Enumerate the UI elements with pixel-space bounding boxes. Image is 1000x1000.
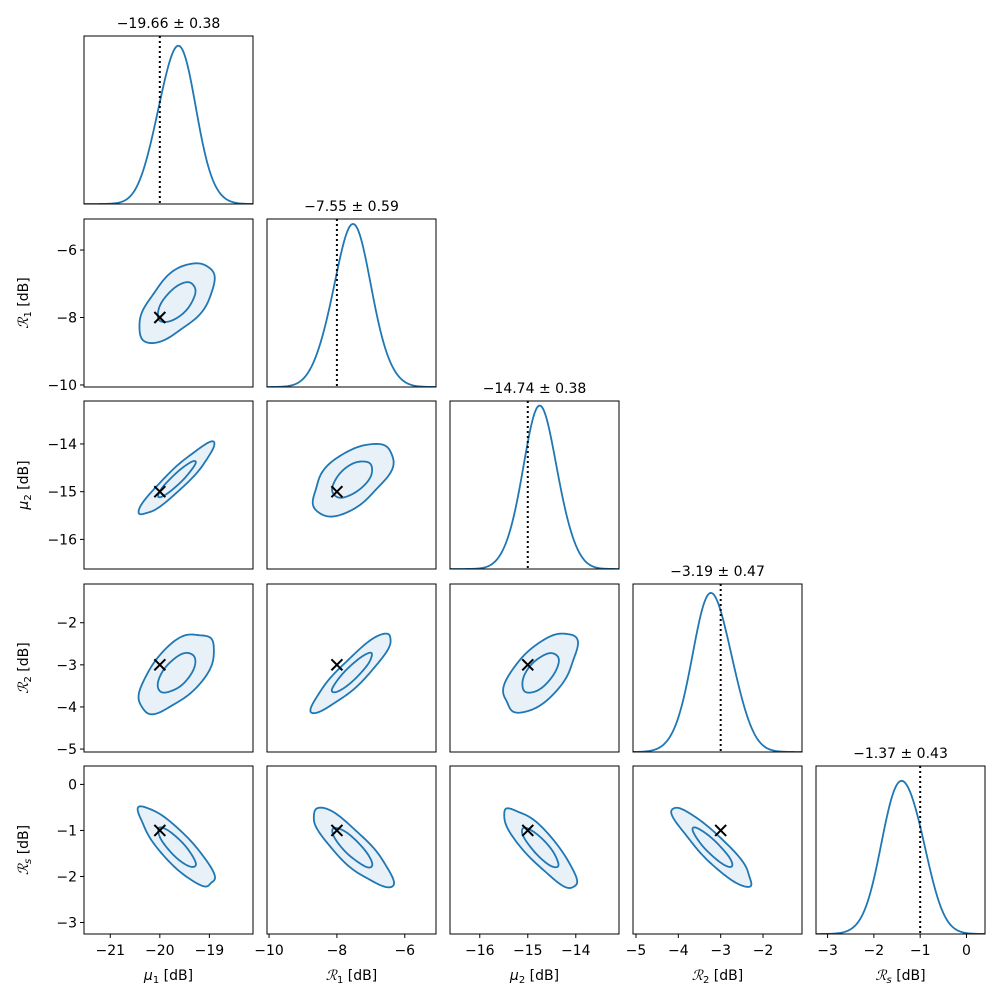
x-tick-label: −20 [145, 943, 175, 959]
x-tick-label: −2 [864, 943, 885, 959]
x-axis-label-mu1: μ1 [dB] [143, 968, 193, 986]
truth-marker [153, 485, 167, 498]
x-axis-label-R2: ℛ2 [dB] [692, 968, 743, 986]
y-tick-label: −3 [56, 658, 77, 674]
panel-frame [83, 35, 254, 205]
truth-marker [521, 824, 534, 837]
kde-curve-mu1 [84, 44, 253, 204]
contour-1sigma [156, 651, 197, 694]
panel-frame [83, 765, 254, 935]
panel-frame [632, 765, 803, 935]
truth-marker [330, 824, 344, 837]
panel-frame [449, 765, 620, 935]
panel-frame [266, 765, 437, 935]
contour-1sigma [331, 827, 374, 869]
x-tick-label: −6 [394, 943, 415, 959]
x-tick-label: −14 [561, 943, 591, 959]
y-tick-label: −2 [56, 616, 77, 632]
x-tick-label: −16 [465, 943, 495, 959]
y-tick-label: −1 [56, 823, 77, 839]
contour-1sigma [521, 826, 560, 869]
x-axis-label-R1: ℛ1 [dB] [326, 968, 377, 986]
contour-1sigma [331, 460, 374, 499]
x-tick-label: −3 [710, 943, 731, 959]
marginal-title-Rs: −1.37 ± 0.43 [853, 746, 948, 762]
panel-Rs-vs-R1: −10 −8 −6 ℛ1 [dB] [254, 765, 437, 986]
x-tick-label: −5 [626, 943, 647, 959]
y-axis-label-Rs: ℛs [dB] [16, 825, 34, 875]
y-tick-label: −2 [56, 869, 77, 885]
contour-1sigma [521, 652, 560, 694]
truth-marker [153, 658, 167, 672]
panel-R1-vs-R1: −7.55 ± 0.59 [266, 199, 437, 388]
panel-Rs-vs-R2: −5 −4 −3 −2 ℛ2 [dB] [626, 765, 803, 986]
truth-marker [330, 658, 344, 672]
y-tick-label: −14 [47, 437, 77, 453]
kde-curve-R1 [267, 223, 436, 387]
y-axis-label-mu2: μ2 [dB] [16, 460, 34, 510]
panel-frame [266, 400, 437, 570]
panel-R1-vs-mu1: −10 −8 −6 ℛ1 [dB] [16, 218, 254, 394]
y-tick-label: −6 [56, 243, 77, 259]
panel-mu2-vs-mu1: −16 −15 −14 μ2 [dB] [16, 400, 254, 570]
x-tick-label: −8 [327, 943, 348, 959]
y-axis-label-R1: ℛ1 [dB] [16, 277, 34, 328]
y-tick-label: −3 [56, 915, 77, 931]
panel-Rs-vs-Rs: −1.37 ± 0.43 −3 −2 −1 0 ℛs [dB] [815, 746, 986, 986]
x-tick-label: −3 [817, 943, 838, 959]
panel-frame [449, 400, 620, 570]
y-tick-label: 0 [68, 777, 77, 793]
truth-marker [714, 824, 727, 837]
panel-frame [266, 583, 437, 753]
panel-frame [83, 583, 254, 753]
y-tick-label: −16 [47, 532, 77, 548]
panel-frame [83, 400, 254, 570]
panel-R2-vs-mu2 [449, 583, 620, 753]
marginal-title-mu1: −19.66 ± 0.38 [117, 16, 221, 32]
contour-1sigma [691, 826, 734, 868]
panel-frame [449, 583, 620, 753]
panel-mu1-vs-mu1: −19.66 ± 0.38 [83, 16, 254, 205]
y-tick-label: −15 [47, 485, 77, 501]
panel-R2-vs-R1 [266, 583, 437, 753]
panel-mu2-vs-mu2: −14.74 ± 0.38 [449, 381, 620, 570]
y-tick-label: −8 [56, 311, 77, 327]
x-tick-label: −19 [195, 943, 225, 959]
marginal-title-R1: −7.55 ± 0.59 [304, 199, 399, 215]
panel-frame [632, 583, 803, 753]
kde-curve-mu2 [450, 404, 619, 569]
panel-frame [266, 218, 437, 388]
panel-R2-vs-R2: −3.19 ± 0.47 [632, 564, 803, 753]
y-tick-label: −4 [56, 700, 77, 716]
x-tick-label: −4 [668, 943, 689, 959]
panel-R2-vs-mu1: −5 −4 −3 −2 ℛ2 [dB] [16, 583, 254, 758]
truth-marker [330, 485, 344, 498]
panel-mu2-vs-R1 [266, 400, 437, 570]
truth-marker [153, 824, 167, 837]
truth-marker [521, 658, 534, 672]
panel-frame [83, 218, 254, 388]
x-tick-label: −2 [753, 943, 774, 959]
marginal-title-mu2: −14.74 ± 0.38 [483, 381, 587, 397]
x-axis-label-mu2: μ2 [dB] [509, 968, 559, 986]
panel-frame [815, 765, 986, 935]
x-tick-label: 0 [962, 943, 971, 959]
x-tick-label: −15 [513, 943, 543, 959]
contour-1sigma [330, 651, 373, 694]
x-tick-label: −10 [254, 943, 284, 959]
x-axis-label-Rs: ℛs [dB] [875, 968, 925, 986]
y-tick-label: −5 [56, 742, 77, 758]
contour-1sigma [157, 460, 197, 499]
truth-marker [153, 311, 167, 324]
x-tick-label: −1 [910, 943, 931, 959]
y-tick-label: −10 [47, 378, 77, 394]
y-axis-label-R2: ℛ2 [dB] [16, 642, 34, 693]
marginal-title-R2: −3.19 ± 0.47 [670, 564, 765, 580]
kde-curve-R2 [633, 591, 802, 752]
kde-curve-Rs [816, 779, 985, 934]
x-tick-label: −21 [95, 943, 125, 959]
